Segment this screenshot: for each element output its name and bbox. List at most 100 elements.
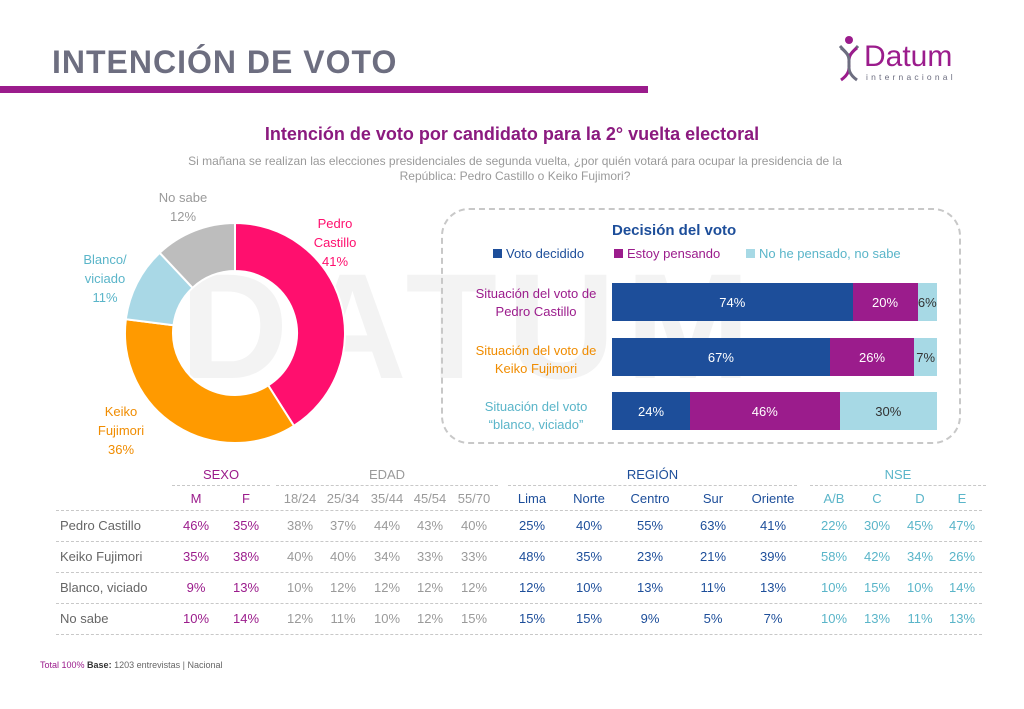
table-cell: 23% <box>636 549 664 564</box>
footer-base-text: 1203 entrevistas | Nacional <box>114 660 223 670</box>
chart-subtitle: Si mañana se realizan las elecciones pre… <box>188 154 842 183</box>
table-cell: 35% <box>575 549 603 564</box>
table-row-label: Keiko Fujimori <box>60 549 143 564</box>
table-group-3: NSE <box>884 467 912 482</box>
table-cell: 10% <box>820 611 848 626</box>
table-cell: 33% <box>460 549 488 564</box>
table-cell: 30% <box>863 518 891 533</box>
table-cell: 12% <box>518 580 546 595</box>
table-cell: 11% <box>700 580 726 595</box>
table-cell: 39% <box>759 549 787 564</box>
table-cell: 35% <box>182 549 210 564</box>
table-group-line-2 <box>508 485 797 486</box>
table-cell: 42% <box>863 549 891 564</box>
table-cell: 10% <box>575 580 603 595</box>
bar-label-castillo-l2: Pedro Castillo <box>495 304 577 319</box>
table-col-header: Norte <box>573 491 605 506</box>
table-cell: 22% <box>820 518 848 533</box>
legend-text-decidido: Voto decidido <box>506 246 585 261</box>
table-cell: 15% <box>460 611 488 626</box>
table-col-header: Centro <box>630 491 670 506</box>
table-col-header: Lima <box>517 491 547 506</box>
donut-label-fujimori: Keiko Fujimori 36% <box>86 402 156 459</box>
bar-segment-0-0: 74% <box>612 283 853 321</box>
table-cell: 48% <box>518 549 546 564</box>
table-row-divider <box>56 603 982 604</box>
table-cell: 34% <box>906 549 934 564</box>
table-col-header: A/B <box>823 491 845 506</box>
table-cell: 12% <box>329 580 357 595</box>
table-cell: 15% <box>518 611 546 626</box>
table-group-1: EDAD <box>368 467 406 482</box>
label-fujimori-line2: Fujimori <box>97 423 145 438</box>
table-cell: 40% <box>329 549 357 564</box>
label-nosabe-line1: No sabe <box>158 190 208 205</box>
decision-title: Decisión del voto <box>612 222 737 239</box>
bar-label-blanco-l1: Situación del voto <box>484 399 588 414</box>
table-col-header: 25/34 <box>326 491 360 506</box>
table-col-header: M <box>190 491 202 506</box>
table-cell: 40% <box>575 518 603 533</box>
bar-segment-2-2: 30% <box>839 392 937 430</box>
table-row-label: Blanco, viciado <box>60 580 148 595</box>
table-cell: 34% <box>373 549 401 564</box>
footer-total: Total 100% <box>40 660 85 670</box>
table-cell: 12% <box>416 580 444 595</box>
logo-sub: internacional <box>866 72 956 82</box>
bar-label-castillo: Situación del voto de Pedro Castillo <box>451 285 621 321</box>
table-cell: 10% <box>373 611 401 626</box>
bar-label-fujimori: Situación del voto de Keiko Fujimori <box>451 342 621 378</box>
table-cell: 10% <box>286 580 314 595</box>
table-cell: 11% <box>330 611 356 626</box>
donut-label-nosabe: No sabe 12% <box>148 188 218 226</box>
label-castillo-line1: Pedro <box>317 216 353 231</box>
table-cell: 5% <box>703 611 723 626</box>
label-fujimori-pct: 36% <box>107 442 135 457</box>
datum-logo: Datum internacional <box>836 34 996 86</box>
legend-decidido: Voto decidido <box>493 246 584 261</box>
donut-label-castillo: Pedro Castillo 41% <box>300 214 370 271</box>
chart-title: Intención de voto por candidato para la … <box>264 124 760 144</box>
legend-nopensado: No he pensado, no sabe <box>746 246 901 261</box>
bar-label-castillo-l1: Situación del voto de <box>475 286 597 301</box>
footer: Total 100% Base: 1203 entrevistas | Naci… <box>40 660 222 670</box>
table-cell: 15% <box>863 580 891 595</box>
table-cell: 14% <box>948 580 976 595</box>
table-cell: 10% <box>906 580 934 595</box>
table-col-header: 35/44 <box>370 491 404 506</box>
label-blanco-pct: 11% <box>92 290 118 305</box>
label-fujimori-line1: Keiko <box>104 404 138 419</box>
bar-label-blanco-l2: “blanco, viciado” <box>488 417 584 432</box>
datum-logo-icon: Datum internacional <box>838 36 956 82</box>
table-cell: 12% <box>416 611 444 626</box>
table-col-header: Sur <box>702 491 724 506</box>
table-cell: 44% <box>373 518 401 533</box>
table-col-header: E <box>957 491 967 506</box>
table-col-header: Oriente <box>751 491 795 506</box>
donut-slice-3 <box>158 221 236 290</box>
donut-chart <box>124 221 346 444</box>
table-cell: 12% <box>460 580 488 595</box>
table-cell: 40% <box>460 518 488 533</box>
bar-label-fujimori-l1: Situación del voto de <box>475 343 597 358</box>
table-col-header: C <box>872 491 882 506</box>
table-cell: 46% <box>182 518 210 533</box>
label-nosabe-pct: 12% <box>169 209 197 224</box>
table-cell: 26% <box>948 549 976 564</box>
bar-segment-0-1: 20% <box>852 283 918 321</box>
table-group-line-3 <box>810 485 986 486</box>
table-group-line-1 <box>276 485 498 486</box>
decision-box <box>441 208 961 444</box>
donut-slice-0 <box>234 221 346 428</box>
bar-label-fujimori-l2: Keiko Fujimori <box>494 361 578 376</box>
label-blanco-line1: Blanco/ <box>83 252 127 267</box>
table-row-divider <box>56 572 982 573</box>
bar-label-blanco: Situación del voto “blanco, viciado” <box>451 398 621 434</box>
table-row-divider <box>56 510 982 511</box>
donut-label-blanco: Blanco/ viciado 11% <box>70 250 140 307</box>
table-cell: 14% <box>232 611 260 626</box>
legend-pensando: Estoy pensando <box>614 246 720 261</box>
table-cell: 11% <box>907 611 933 626</box>
table-row-label: Pedro Castillo <box>60 518 141 533</box>
table-cell: 12% <box>286 611 314 626</box>
